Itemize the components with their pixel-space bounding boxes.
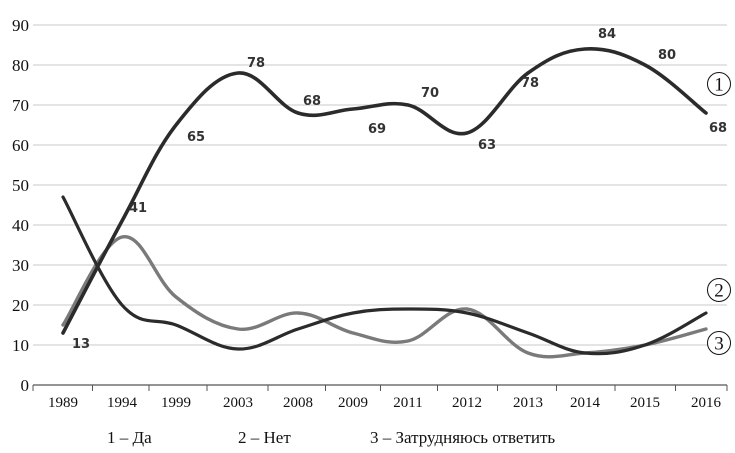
x-tick-label: 1999 [161, 395, 191, 411]
x-tick-label: 2016 [691, 395, 722, 411]
x-tick-label: 1994 [107, 395, 138, 411]
x-tick-label: 2013 [513, 395, 543, 411]
x-tick-label: 2014 [570, 395, 601, 411]
y-tick-label: 80 [12, 56, 29, 75]
y-tick-label: 70 [12, 96, 29, 115]
y-tick-label: 90 [12, 16, 29, 35]
legend-item-3: 3 – Затрудняюсь ответить [370, 428, 556, 447]
series-line-3 [61, 195, 708, 356]
y-axis-ticks: 0 10 20 30 40 50 60 70 80 90 [12, 16, 29, 395]
x-tick-label: 2012 [452, 395, 482, 411]
data-label: 68 [709, 121, 727, 136]
series-marker-2: 2 [707, 278, 731, 302]
x-tick-label: 2011 [393, 395, 422, 411]
x-tick-label: 2003 [223, 395, 253, 411]
y-tick-label: 40 [12, 216, 29, 235]
series-marker-label: 1 [714, 75, 724, 96]
y-tick-label: 60 [12, 136, 29, 155]
series-lines [61, 47, 708, 359]
y-tick-label: 10 [12, 336, 29, 355]
legend-item-1: 1 – Да [107, 428, 152, 447]
data-label: 78 [247, 56, 265, 71]
y-tick-label: 20 [12, 296, 29, 315]
data-label: 78 [521, 76, 539, 91]
data-label: 84 [598, 27, 616, 42]
data-label: 69 [368, 122, 386, 137]
y-tick-label: 0 [21, 376, 30, 395]
series-marker-circle [707, 72, 731, 96]
series-markers: 1 2 3 [707, 72, 731, 355]
y-tick-label: 30 [12, 256, 29, 275]
x-axis-ticks: 1989 1994 1999 2003 2008 2009 2011 2012 2013 2014… [48, 395, 722, 411]
x-tick-label: 1989 [48, 395, 78, 411]
series-marker-3: 3 [707, 331, 731, 355]
data-label: 13 [72, 337, 90, 352]
legend-item-2: 2 – Нет [238, 428, 291, 447]
data-label: 65 [187, 130, 205, 145]
series-marker-label: 2 [714, 281, 724, 302]
y-tick-label: 50 [12, 176, 29, 195]
data-label: 70 [421, 86, 439, 101]
series-marker-circle [707, 331, 731, 355]
series-line-1 [61, 47, 708, 335]
series-marker-1: 1 [707, 72, 731, 96]
data-label: 80 [658, 48, 676, 63]
x-tick-label: 2015 [630, 395, 660, 411]
series-marker-label: 3 [714, 334, 724, 355]
data-label: 63 [478, 138, 496, 153]
legend: 1 – Да 2 – Нет 3 – Затрудняюсь ответить [0, 428, 735, 450]
series-marker-circle [707, 278, 731, 302]
x-tick-label: 2008 [283, 395, 313, 411]
data-label: 41 [129, 201, 147, 216]
x-axis [32, 384, 728, 391]
series-line-2 [61, 235, 708, 359]
grid-lines [33, 24, 727, 346]
x-tick-label: 2009 [338, 395, 368, 411]
data-label: 68 [303, 94, 321, 109]
